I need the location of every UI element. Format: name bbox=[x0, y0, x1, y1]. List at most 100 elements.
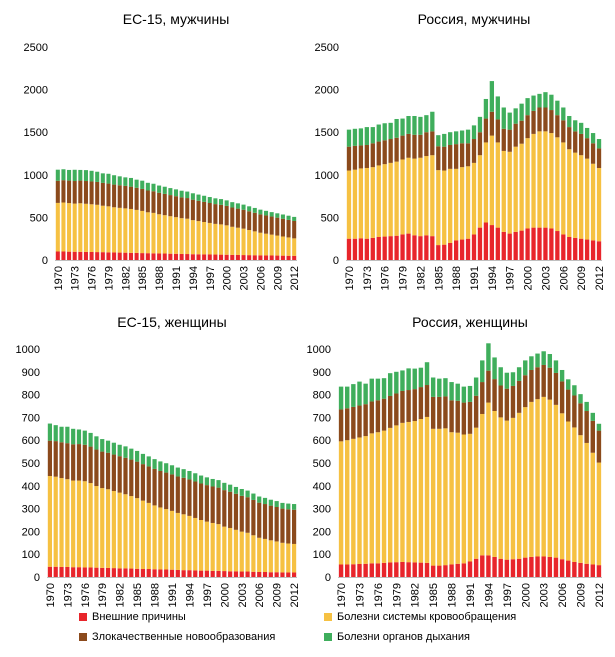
bar-external-1972 bbox=[358, 238, 364, 260]
bar-respiratory-1982 bbox=[123, 177, 128, 186]
bar-respiratory-1993 bbox=[480, 360, 485, 383]
bar-circulatory-1991 bbox=[467, 433, 473, 562]
bar-external-1998 bbox=[510, 559, 516, 577]
bar-external-1988 bbox=[449, 564, 454, 577]
bar-external-1998 bbox=[513, 231, 518, 260]
bar-circulatory-1994 bbox=[190, 220, 195, 255]
y-tick-label: 1500 bbox=[315, 127, 339, 139]
bar-circulatory-1976 bbox=[382, 164, 387, 237]
bar-external-2008 bbox=[268, 572, 273, 577]
bar-external-2012 bbox=[292, 572, 297, 577]
bar-respiratory-2004 bbox=[245, 490, 250, 498]
bar-neoplasms-2011 bbox=[590, 420, 595, 453]
bar-external-2002 bbox=[537, 227, 542, 260]
bar-circulatory-1977 bbox=[388, 162, 393, 237]
bar-external-1971 bbox=[61, 251, 66, 260]
bar-neoplasms-1984 bbox=[430, 131, 435, 156]
bar-neoplasms-1998 bbox=[213, 204, 218, 224]
bar-external-1995 bbox=[193, 570, 198, 577]
bar-neoplasms-1982 bbox=[117, 456, 122, 493]
bar-external-2011 bbox=[286, 572, 291, 577]
bar-respiratory-2004 bbox=[547, 354, 553, 368]
x-tick-label: 1979 bbox=[103, 266, 115, 290]
y-tick-label: 800 bbox=[313, 390, 331, 402]
bar-circulatory-1993 bbox=[483, 142, 489, 223]
bar-neoplasms-2010 bbox=[280, 218, 285, 237]
bar-external-1991 bbox=[467, 561, 473, 577]
bar-neoplasms-1997 bbox=[204, 485, 209, 522]
y-tick-label: 200 bbox=[22, 526, 40, 538]
bar-respiratory-1981 bbox=[117, 176, 122, 186]
bar-circulatory-2002 bbox=[233, 529, 239, 572]
bar-respiratory-2011 bbox=[286, 503, 291, 510]
bar-external-2000 bbox=[224, 254, 229, 260]
chart-panel-1: ЕС-15, мужчины 0 500 1000 1500 2000 2500 1970 19… bbox=[24, 11, 302, 290]
bar-respiratory-1993 bbox=[483, 98, 489, 119]
bar-external-1990 bbox=[164, 569, 169, 577]
bar-external-1996 bbox=[202, 254, 207, 260]
bar-circulatory-1979 bbox=[400, 159, 405, 235]
bar-external-1986 bbox=[437, 565, 442, 577]
bar-external-2005 bbox=[555, 231, 560, 260]
bar-respiratory-2001 bbox=[228, 484, 233, 492]
bar-circulatory-1978 bbox=[100, 205, 105, 253]
bar-external-1993 bbox=[483, 222, 489, 260]
bar-circulatory-1987 bbox=[151, 212, 156, 254]
bar-circulatory-1995 bbox=[196, 221, 201, 255]
x-tick-label: 2003 bbox=[539, 583, 551, 607]
x-tick-label: 1988 bbox=[447, 583, 459, 607]
x-tick-label: 1973 bbox=[70, 266, 82, 290]
bar-external-1980 bbox=[112, 252, 117, 260]
bar-respiratory-2012 bbox=[292, 216, 297, 221]
bar-external-2001 bbox=[230, 254, 235, 260]
bar-circulatory-1994 bbox=[486, 402, 491, 556]
x-tick-label: 2003 bbox=[237, 583, 249, 607]
bar-circulatory-2008 bbox=[573, 152, 578, 238]
bar-external-1973 bbox=[364, 238, 369, 260]
chart-panel-3: ЕС-15, женщины 0 100 200 300 400 500 600 700 800 9… bbox=[16, 314, 302, 607]
bar-external-2006 bbox=[257, 571, 262, 577]
bar-neoplasms-1991 bbox=[471, 139, 477, 163]
bar-circulatory-1973 bbox=[357, 437, 362, 564]
bar-respiratory-1970 bbox=[55, 169, 60, 181]
bar-respiratory-1983 bbox=[424, 115, 429, 133]
bar-neoplasms-1985 bbox=[140, 188, 145, 211]
bar-respiratory-1974 bbox=[78, 169, 83, 181]
bar-external-1977 bbox=[388, 236, 393, 260]
bar-respiratory-2003 bbox=[241, 204, 246, 210]
y-tick-label: 100 bbox=[22, 549, 40, 561]
bar-respiratory-2000 bbox=[525, 98, 530, 116]
bar-neoplasms-1974 bbox=[370, 143, 375, 168]
bar-circulatory-2008 bbox=[268, 540, 273, 573]
x-tick-label: 2012 bbox=[594, 266, 606, 290]
bar-neoplasms-1990 bbox=[164, 472, 169, 510]
bar-circulatory-1973 bbox=[65, 479, 70, 567]
bar-external-2005 bbox=[251, 571, 256, 577]
bar-respiratory-2011 bbox=[590, 412, 595, 421]
bar-respiratory-1997 bbox=[204, 477, 209, 486]
x-tick-label: 1970 bbox=[53, 266, 65, 290]
bar-respiratory-1984 bbox=[129, 448, 134, 460]
bar-respiratory-1973 bbox=[357, 381, 362, 406]
bar-external-1984 bbox=[129, 568, 134, 577]
bar-circulatory-1978 bbox=[94, 486, 99, 568]
bar-respiratory-2009 bbox=[274, 501, 279, 508]
bar-neoplasms-1995 bbox=[193, 481, 198, 518]
bar-circulatory-1998 bbox=[213, 223, 218, 255]
legend-label: Болезни органов дыхания bbox=[337, 631, 470, 643]
bar-external-1974 bbox=[78, 251, 83, 260]
bar-respiratory-1980 bbox=[400, 370, 405, 391]
bar-neoplasms-1996 bbox=[501, 128, 506, 151]
x-tick-label: 2012 bbox=[594, 583, 606, 607]
bar-neoplasms-1978 bbox=[387, 395, 393, 428]
bar-circulatory-1986 bbox=[145, 212, 150, 254]
bar-respiratory-1987 bbox=[448, 132, 453, 145]
bar-neoplasms-1994 bbox=[486, 370, 491, 403]
bar-circulatory-1974 bbox=[71, 480, 76, 568]
bar-neoplasms-1978 bbox=[394, 137, 399, 162]
bar-external-2004 bbox=[247, 255, 252, 260]
bar-external-1972 bbox=[351, 564, 356, 577]
y-tick-label: 500 bbox=[22, 458, 40, 470]
bar-circulatory-1990 bbox=[164, 509, 169, 570]
legend-swatch bbox=[79, 613, 87, 621]
